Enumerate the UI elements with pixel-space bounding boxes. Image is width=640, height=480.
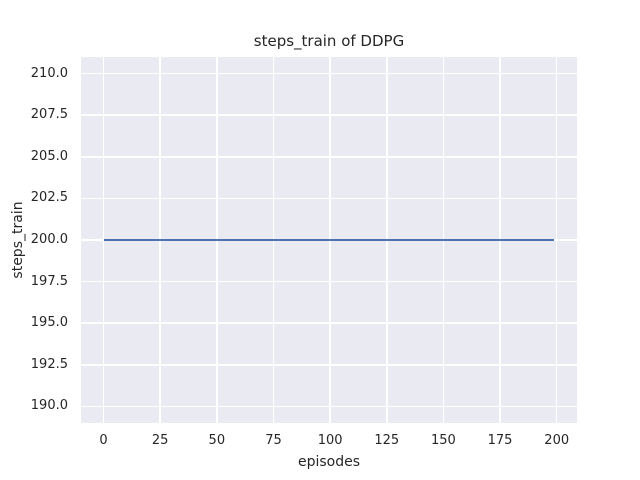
chart-title: steps_train of DDPG [253,32,405,50]
y-gridline [81,322,577,324]
x-tick-label: 100 [317,433,343,448]
x-axis-label: episodes [297,454,361,470]
x-tick-label: 150 [431,433,456,448]
x-tick-label: 200 [544,433,570,448]
x-tick-label: 125 [374,433,400,448]
y-gridline [81,364,577,366]
y-tick-label: 200.0 [30,232,68,247]
y-gridline [81,114,577,116]
y-gridline [81,280,577,283]
y-gridline [81,156,577,158]
y-gridline [81,197,577,200]
x-tick-label: 75 [265,433,282,448]
y-tick-label: 205.0 [30,148,68,164]
y-tick-label: 202.5 [30,190,68,206]
y-tick-label: 197.5 [30,273,68,289]
y-axis-label: steps_train [10,201,26,279]
y-gridline [81,72,577,75]
y-tick-label: 190.0 [30,398,68,414]
series-line-steps_train [103,239,555,241]
x-tick-label: 175 [487,433,513,448]
y-tick-label: 195.0 [30,315,68,331]
x-tick-label: 0 [99,433,108,448]
y-tick-label: 192.5 [30,356,68,372]
x-tick-label: 50 [208,433,226,448]
x-tick-label: 25 [151,433,169,448]
y-tick-label: 210.0 [30,65,68,81]
plot-area [81,57,577,423]
y-gridline [81,405,577,408]
y-tick-label: 207.5 [30,107,68,123]
